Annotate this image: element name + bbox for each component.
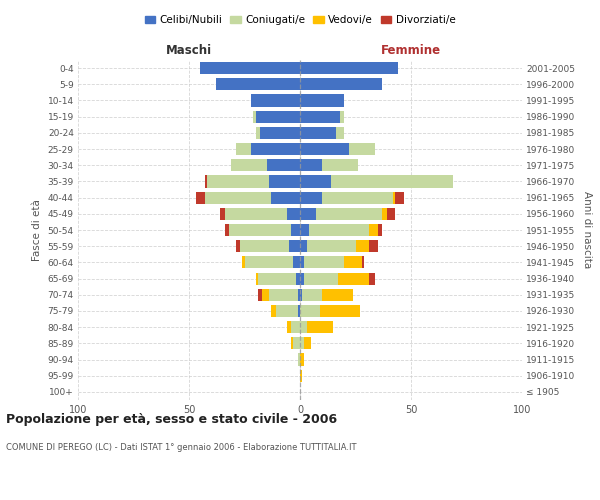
- Bar: [340, 110, 344, 122]
- Bar: [275, 305, 298, 317]
- Bar: [369, 240, 378, 252]
- Bar: [291, 321, 300, 333]
- Bar: [322, 288, 353, 301]
- Bar: [300, 192, 322, 203]
- Bar: [322, 159, 358, 172]
- Bar: [229, 224, 291, 236]
- Bar: [207, 176, 269, 188]
- Bar: [269, 288, 298, 301]
- Bar: [300, 143, 349, 155]
- Y-axis label: Fasce di età: Fasce di età: [32, 199, 42, 261]
- Bar: [304, 256, 344, 268]
- Bar: [205, 176, 207, 188]
- Bar: [331, 176, 453, 188]
- Text: Femmine: Femmine: [381, 44, 441, 57]
- Bar: [298, 305, 300, 317]
- Bar: [253, 110, 256, 122]
- Bar: [386, 208, 395, 220]
- Bar: [300, 240, 307, 252]
- Bar: [300, 62, 398, 74]
- Bar: [309, 224, 369, 236]
- Bar: [220, 208, 224, 220]
- Bar: [291, 224, 300, 236]
- Bar: [307, 321, 334, 333]
- Bar: [300, 288, 302, 301]
- Bar: [335, 127, 344, 139]
- Bar: [271, 305, 275, 317]
- Bar: [269, 176, 300, 188]
- Bar: [293, 256, 300, 268]
- Bar: [251, 143, 300, 155]
- Bar: [256, 127, 260, 139]
- Bar: [300, 224, 309, 236]
- Bar: [349, 143, 376, 155]
- Bar: [271, 192, 300, 203]
- Bar: [356, 240, 369, 252]
- Bar: [196, 192, 205, 203]
- Bar: [302, 288, 322, 301]
- Bar: [267, 159, 300, 172]
- Bar: [300, 305, 320, 317]
- Bar: [316, 208, 382, 220]
- Bar: [300, 78, 382, 90]
- Bar: [262, 288, 269, 301]
- Bar: [300, 208, 316, 220]
- Bar: [298, 354, 300, 366]
- Bar: [300, 159, 322, 172]
- Bar: [320, 305, 360, 317]
- Bar: [344, 256, 362, 268]
- Bar: [258, 288, 262, 301]
- Text: Popolazione per età, sesso e stato civile - 2006: Popolazione per età, sesso e stato civil…: [6, 412, 337, 426]
- Bar: [300, 256, 304, 268]
- Bar: [322, 192, 393, 203]
- Bar: [304, 272, 338, 284]
- Bar: [231, 159, 267, 172]
- Bar: [369, 272, 376, 284]
- Bar: [236, 240, 240, 252]
- Bar: [300, 94, 344, 106]
- Bar: [300, 127, 335, 139]
- Bar: [287, 321, 291, 333]
- Text: COMUNE DI PEREGO (LC) - Dati ISTAT 1° gennaio 2006 - Elaborazione TUTTITALIA.IT: COMUNE DI PEREGO (LC) - Dati ISTAT 1° ge…: [6, 442, 356, 452]
- Bar: [256, 110, 300, 122]
- Bar: [236, 143, 251, 155]
- Bar: [300, 176, 331, 188]
- Bar: [382, 208, 386, 220]
- Bar: [260, 127, 300, 139]
- Legend: Celibi/Nubili, Coniugati/e, Vedovi/e, Divorziati/e: Celibi/Nubili, Coniugati/e, Vedovi/e, Di…: [140, 11, 460, 29]
- Bar: [395, 192, 404, 203]
- Bar: [362, 256, 364, 268]
- Bar: [224, 224, 229, 236]
- Bar: [258, 272, 296, 284]
- Bar: [393, 192, 395, 203]
- Bar: [287, 208, 300, 220]
- Bar: [298, 288, 300, 301]
- Bar: [296, 272, 300, 284]
- Bar: [240, 240, 289, 252]
- Bar: [338, 272, 369, 284]
- Bar: [300, 338, 304, 349]
- Bar: [300, 354, 304, 366]
- Bar: [293, 338, 300, 349]
- Bar: [251, 94, 300, 106]
- Bar: [242, 256, 245, 268]
- Bar: [205, 192, 271, 203]
- Bar: [245, 256, 293, 268]
- Text: Maschi: Maschi: [166, 44, 212, 57]
- Bar: [291, 338, 293, 349]
- Bar: [300, 110, 340, 122]
- Bar: [369, 224, 378, 236]
- Bar: [289, 240, 300, 252]
- Bar: [307, 240, 356, 252]
- Bar: [304, 338, 311, 349]
- Bar: [215, 78, 300, 90]
- Bar: [378, 224, 382, 236]
- Bar: [224, 208, 287, 220]
- Y-axis label: Anni di nascita: Anni di nascita: [582, 192, 592, 268]
- Bar: [300, 370, 302, 382]
- Bar: [300, 272, 304, 284]
- Bar: [300, 321, 307, 333]
- Bar: [256, 272, 258, 284]
- Bar: [200, 62, 300, 74]
